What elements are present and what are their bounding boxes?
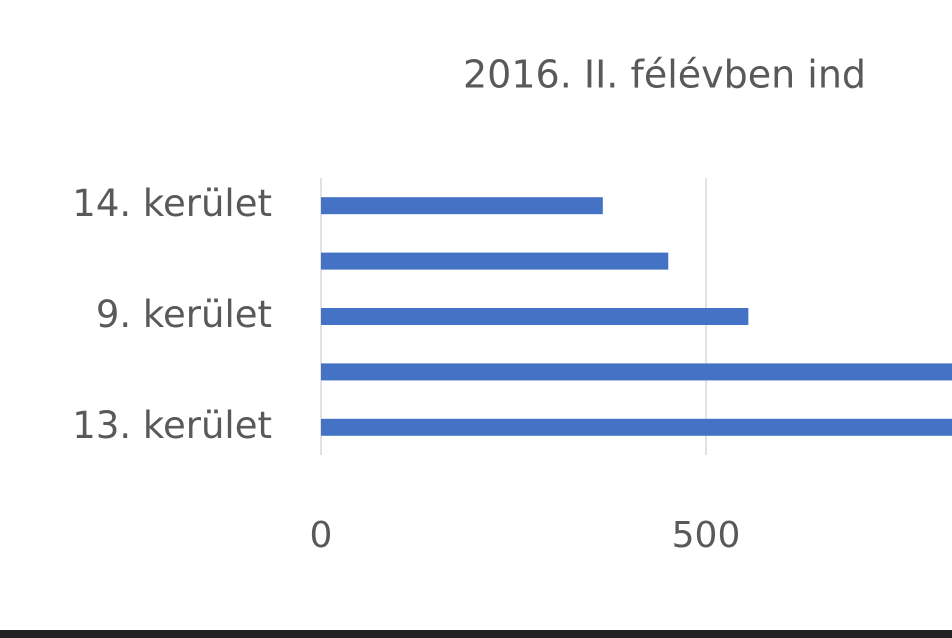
y-tick-label: 14. kerület [72, 182, 272, 225]
bar [321, 308, 749, 325]
y-tick-label: 9. kerület [96, 293, 272, 336]
x-tick-label: 0 [310, 515, 333, 556]
bar [321, 418, 952, 436]
y-tick-label: 13. kerület [72, 404, 272, 447]
x-tick-label: 500 [672, 515, 741, 556]
bottom-border [0, 630, 952, 638]
bar [321, 197, 603, 215]
bar [321, 252, 669, 270]
bar [321, 363, 952, 381]
chart-title: 2016. II. félévben ind [463, 53, 866, 97]
